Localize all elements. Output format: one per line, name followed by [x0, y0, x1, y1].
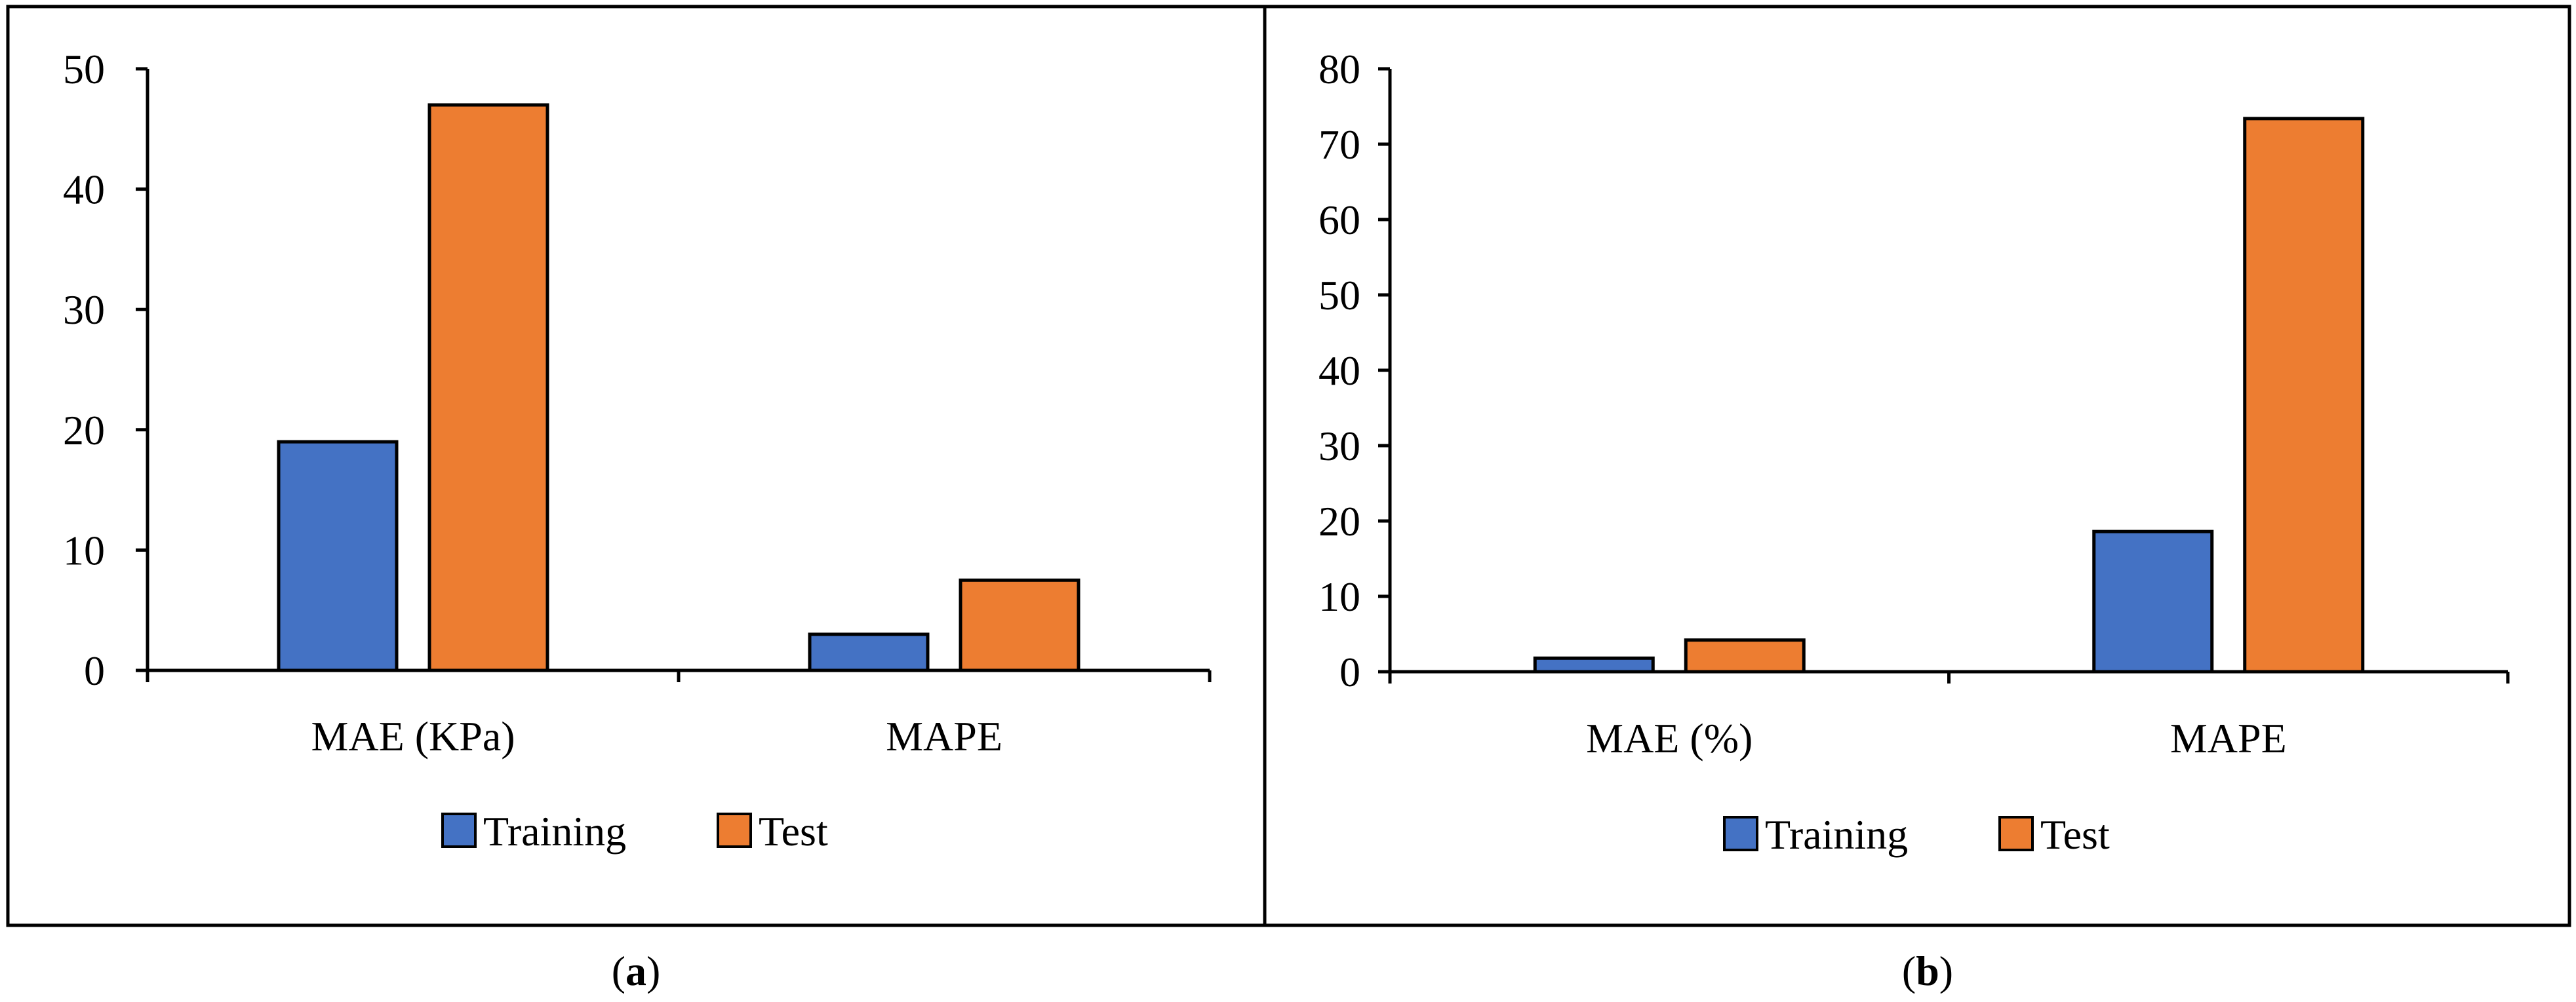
legend-label-training: Training	[1765, 811, 1908, 858]
y-tick-label: 0	[1339, 649, 1360, 695]
category-label: MAPE	[886, 713, 1002, 760]
panel-a-frame	[6, 5, 1267, 927]
bar-training-2	[2092, 530, 2214, 674]
legend-label-test: Test	[2040, 811, 2110, 858]
bar-test-2	[959, 578, 1080, 672]
bar-training-1	[277, 440, 399, 672]
legend-swatch-test	[717, 813, 752, 848]
chart-b: MAE (%) MAPE 0 10 20 30 40 50 60 70 80 Training Test	[1318, 46, 2510, 858]
y-tick-label: 30	[63, 286, 105, 333]
y-tick-label: 70	[1318, 121, 1360, 168]
y-tick-label: 40	[63, 166, 105, 213]
bar-training-2	[808, 632, 930, 672]
y-tick-label: 40	[1318, 347, 1360, 394]
panel-b-caption: (b)	[1901, 948, 1954, 994]
y-tick-label: 20	[1318, 498, 1360, 545]
y-tick-label: 10	[63, 527, 105, 573]
y-tick-label: 10	[1318, 573, 1360, 620]
bar-test-2	[2243, 117, 2365, 674]
y-tick-label: 50	[1318, 272, 1360, 318]
panel-b-caption-letter: b	[1916, 948, 1939, 994]
y-tick-label: 20	[63, 407, 105, 453]
legend-label-test: Test	[759, 808, 828, 855]
bar-test-1	[1684, 638, 1806, 674]
category-label: MAE (KPa)	[311, 713, 515, 760]
legend-label-training: Training	[483, 808, 626, 855]
y-tick-label: 0	[84, 647, 105, 694]
bar-training-1	[1533, 656, 1655, 674]
category-label: MAPE	[2170, 715, 2287, 761]
panel-a-caption: (a)	[611, 948, 661, 994]
y-tick-label: 80	[1318, 46, 1360, 92]
legend-swatch-test	[1998, 816, 2034, 851]
panel-a-caption-letter: a	[625, 948, 646, 994]
bar-test-1	[427, 103, 549, 672]
y-tick-label: 60	[1318, 197, 1360, 243]
y-tick-label: 50	[63, 46, 105, 92]
chart-a: MAE (KPa) MAPE 0 10 20 30 40 50 Training Test	[63, 46, 1212, 855]
legend-swatch-training	[1723, 816, 1758, 851]
category-label: MAE (%)	[1586, 715, 1753, 761]
panel-b-frame	[1263, 5, 2571, 927]
legend-swatch-training	[441, 813, 477, 848]
y-tick-label: 30	[1318, 423, 1360, 469]
